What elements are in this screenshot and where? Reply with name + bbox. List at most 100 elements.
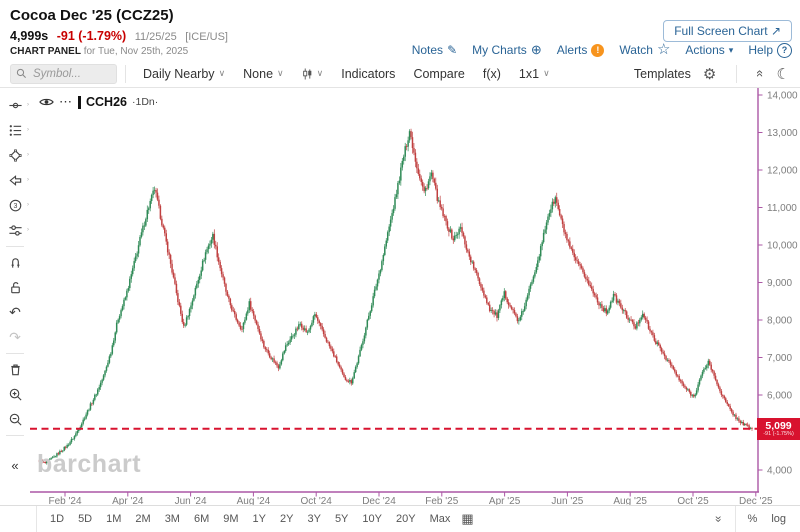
annotations-tool-button[interactable]: › [0, 118, 30, 143]
chart-canvas[interactable]: 4,0005,0006,0007,0008,0009,00010,00011,0… [30, 88, 800, 505]
symbol-search[interactable] [10, 63, 117, 84]
svg-text:14,000: 14,000 [767, 91, 798, 102]
star-icon: ☆ [656, 41, 671, 58]
svg-text:Aug '25: Aug '25 [613, 496, 647, 505]
toolbar-right: Templates ⚙ « ☾ [633, 64, 800, 83]
chevron-down-icon: ∨ [543, 68, 550, 78]
adjust-tool-button[interactable]: › [0, 218, 30, 243]
log-scale-button[interactable]: log [771, 513, 786, 525]
range-max-button[interactable]: Max [429, 513, 451, 525]
legend-frequency[interactable]: ·1Dn· [132, 96, 159, 108]
chevron-down-icon: ∨ [316, 68, 324, 78]
plus-circle-icon: ⊕ [530, 42, 542, 57]
range-1m-button[interactable]: 1M [106, 513, 122, 525]
eye-icon[interactable] [39, 97, 54, 107]
svg-text:Apr '25: Apr '25 [489, 496, 521, 505]
full-screen-chart-button[interactable]: Full Screen Chart ↗ [663, 20, 792, 42]
tools-dropdown[interactable]: None ∨ [243, 67, 283, 81]
range-3m-button[interactable]: 3M [164, 513, 180, 525]
candlestick-chart[interactable]: 4,0005,0006,0007,0008,0009,00010,00011,0… [30, 88, 800, 505]
percent-scale-button[interactable]: % [747, 513, 758, 525]
range-3y-button[interactable]: 3Y [307, 513, 321, 525]
header: Cocoa Dec '25 (CCZ25) 4,999s -91 (-1.79%… [0, 0, 800, 61]
range-buttons: 1D 5D 1M 2M 3M 6M 9M 1Y 2Y 3Y 5Y 10Y 20Y Max [43, 512, 457, 526]
expand-chevron-icon: › [27, 227, 29, 233]
series-color-bar [78, 95, 81, 109]
legend-symbol[interactable]: CCH26 [86, 95, 127, 109]
crosshair-tool-button[interactable]: › [0, 93, 30, 118]
range-5d-button[interactable]: 5D [78, 513, 93, 525]
symbol-input[interactable] [31, 66, 105, 81]
link-label: Help [748, 43, 773, 57]
expand-chevron-icon: › [27, 127, 29, 133]
zoom-in-icon [9, 388, 22, 401]
link-label: Actions [685, 43, 725, 57]
unlock-tool-button[interactable] [0, 275, 30, 300]
range-6m-button[interactable]: 6M [193, 513, 210, 525]
range-9m-button[interactable]: 9M [223, 513, 239, 525]
range-1y-button[interactable]: 1Y [252, 513, 266, 525]
arrow-tool-button[interactable]: › [0, 168, 30, 193]
exchange-label: [ICE/US] [185, 31, 228, 43]
quote-date: 11/25/25 [134, 31, 177, 43]
collapse-toolbar-icon[interactable]: « [753, 69, 769, 78]
range-2m-button[interactable]: 2M [135, 513, 151, 525]
legend-menu-icon[interactable]: ⋯ [59, 94, 73, 109]
compare-button[interactable]: Compare [413, 67, 464, 81]
shapes-tool-button[interactable]: › [0, 143, 30, 168]
svg-text:Jun '24: Jun '24 [175, 496, 207, 505]
expand-chevron-icon: › [27, 102, 29, 108]
chart-panel-date: for Tue, Nov 25th, 2025 [83, 46, 189, 57]
help-link[interactable]: Help? [748, 42, 792, 58]
svg-text:8,000: 8,000 [767, 316, 792, 327]
range-2y-button[interactable]: 2Y [280, 513, 294, 525]
page-title: Cocoa Dec '25 (CCZ25) [10, 7, 174, 24]
range-5y-button[interactable]: 5Y [334, 513, 349, 525]
quote-row: 4,999s -91 (-1.79%) 11/25/25 [ICE/US] [10, 29, 228, 43]
undo-icon: ↶ [9, 304, 21, 320]
magnet-tool-button[interactable] [0, 250, 30, 275]
collapse-tool-button[interactable]: « [0, 453, 30, 478]
watch-link[interactable]: Watch ☆ [619, 41, 671, 58]
chart-type-dropdown[interactable]: ∨ [302, 67, 324, 81]
candlestick-type-icon [302, 68, 311, 79]
help-circle-icon: ? [777, 42, 792, 58]
indicators-button[interactable]: Indicators [341, 67, 395, 81]
gear-icon[interactable]: ⚙ [702, 65, 717, 83]
templates-button[interactable]: Templates [633, 66, 691, 81]
fx-button[interactable]: f(x) [483, 67, 501, 81]
divider [36, 506, 37, 532]
range-10y-button[interactable]: 10Y [362, 513, 382, 525]
trash-tool-button[interactable] [0, 357, 30, 382]
grid-layout-dropdown[interactable]: 1x1 ∨ [519, 67, 550, 81]
alerts-link[interactable]: Alerts! [557, 43, 605, 57]
last-trade-price: 4,999s [10, 29, 49, 43]
zoom-in-tool-button[interactable] [0, 382, 30, 407]
svg-text:Dec '24: Dec '24 [362, 496, 396, 505]
link-label: My Charts [472, 43, 527, 57]
frequency-dropdown[interactable]: Daily Nearby ∨ [143, 67, 225, 81]
svg-text:7,000: 7,000 [767, 353, 792, 364]
notes-link[interactable]: Notes ✎ [412, 43, 457, 57]
unlock-icon [10, 282, 20, 294]
range-20y-button[interactable]: 20Y [395, 513, 416, 525]
actions-link[interactable]: Actions ▾ [685, 43, 733, 57]
link-label: Notes [411, 43, 444, 57]
counter-3-tool-button[interactable]: 3 › [0, 193, 30, 218]
range-1d-button[interactable]: 1D [50, 513, 65, 525]
calendar-icon[interactable]: ▦ [461, 511, 474, 526]
arrow-ne-icon: ↗ [770, 24, 781, 38]
svg-text:Jun '25: Jun '25 [551, 496, 583, 505]
collapse-icon: « [11, 458, 19, 473]
full-screen-label: Full Screen Chart [674, 24, 768, 38]
shapes-icon [8, 149, 22, 162]
my-charts-link[interactable]: My Charts ⊕ [472, 42, 542, 58]
counter-3-icon: 3 [9, 199, 21, 212]
collapse-panel-icon[interactable]: « [710, 515, 725, 523]
dark-mode-moon-icon[interactable]: ☾ [776, 65, 790, 83]
undo-tool-button[interactable]: ↶ [0, 300, 30, 325]
zoom-out-tool-button[interactable] [0, 407, 30, 432]
range-bar: 1D 5D 1M 2M 3M 6M 9M 1Y 2Y 3Y 5Y 10Y 20Y Max ▦ « % lo… [0, 505, 800, 532]
redo-tool-button[interactable]: ↷ [0, 325, 30, 350]
